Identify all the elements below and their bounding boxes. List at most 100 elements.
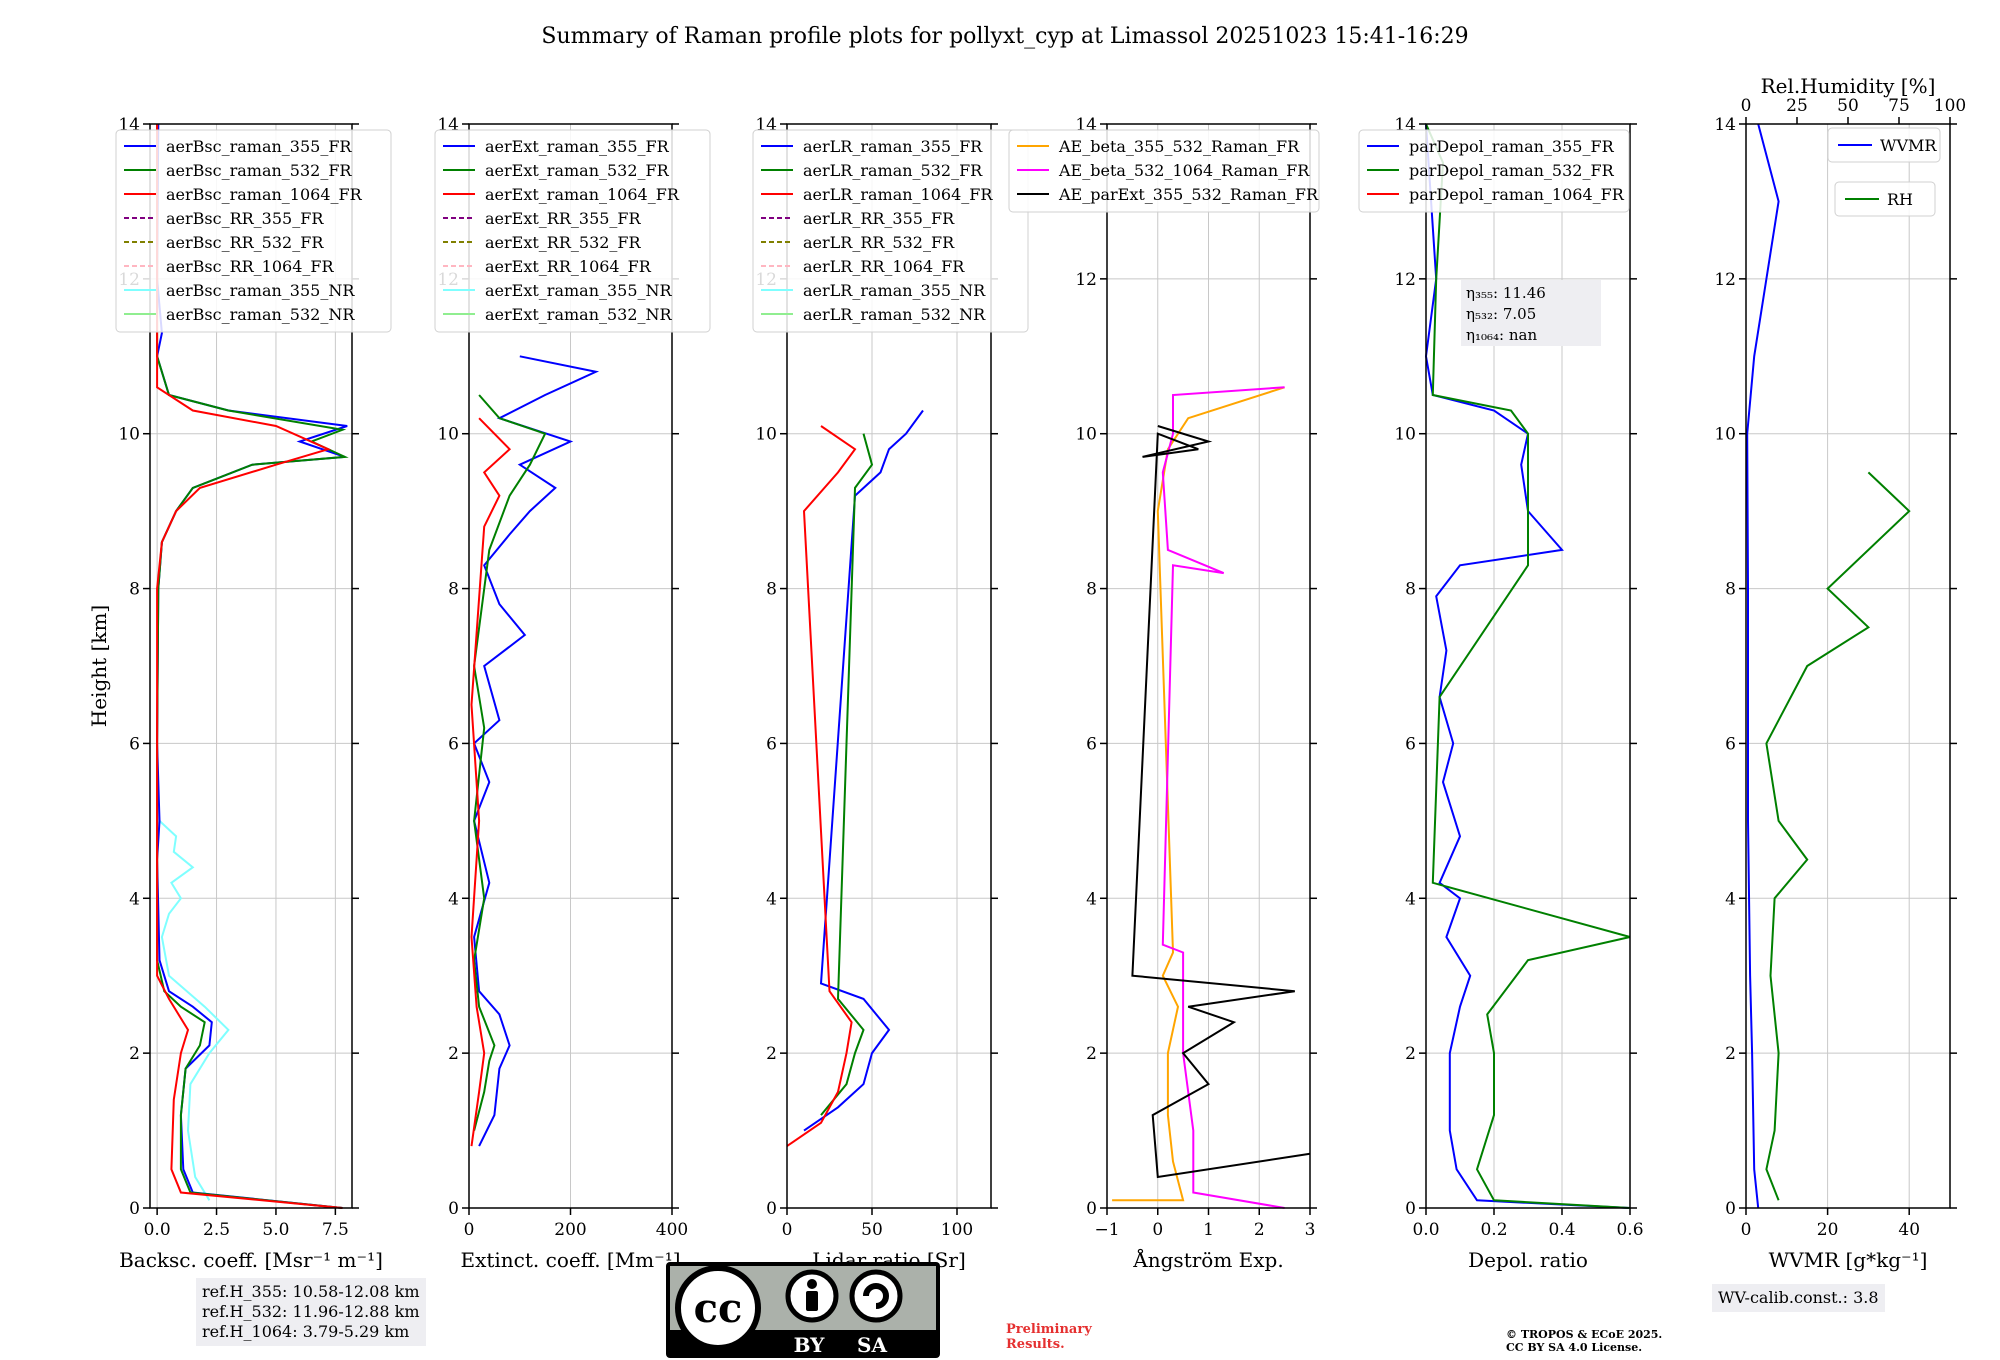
x-tick-label: −1 <box>1094 1220 1119 1240</box>
y-tick-label: 0 <box>1086 1199 1097 1219</box>
x-tick-label: 0 <box>782 1220 793 1240</box>
series-line-parDepol_raman_355_FR <box>1424 123 1631 1209</box>
series-line-aerBsc_raman_532_FR <box>156 124 349 1209</box>
x-axis-label: WVMR [g*kg⁻¹] <box>1769 1248 1928 1272</box>
annotation-box <box>1461 280 1601 346</box>
y-tick-label: 2 <box>129 1044 140 1064</box>
legend-label: aerExt_raman_1064_FR <box>485 185 680 204</box>
series-line-parDepol_raman_532_FR <box>1425 123 1631 1209</box>
legend-label: aerLR_raman_1064_FR <box>803 185 993 204</box>
y-axis-label: Height [km] <box>87 605 111 727</box>
y-tick-label: 2 <box>1725 1044 1736 1064</box>
x-tick-label: 2 <box>1254 1220 1265 1240</box>
legend-label: aerLR_RR_532_FR <box>803 233 955 252</box>
x-tick-label: 200 <box>554 1220 586 1240</box>
y-tick-label: 6 <box>1086 734 1097 754</box>
x-tick-label: 0.0 <box>1412 1220 1439 1240</box>
top-x-tick-label: 0 <box>1741 96 1752 116</box>
x-axis-label: Ångström Exp. <box>1132 1247 1283 1272</box>
legend-label: aerLR_RR_1064_FR <box>803 257 965 276</box>
legend-label: AE_parExt_355_532_Raman_FR <box>1058 185 1319 204</box>
y-tick-label: 2 <box>448 1044 459 1064</box>
y-tick-label: 4 <box>448 889 459 909</box>
preliminary-line-1: Preliminary <box>1006 1322 1092 1337</box>
figure-title: Summary of Raman profile plots for polly… <box>541 24 1468 49</box>
y-tick-label: 4 <box>129 889 140 909</box>
y-tick-label: 8 <box>448 580 459 600</box>
copyright-note: © TROPOS & ECoE 2025. CC BY SA 4.0 Licen… <box>1506 1328 1662 1354</box>
series-line-aerExt_raman_532_FR <box>473 394 547 1131</box>
x-tick-label: 7.5 <box>322 1220 349 1240</box>
x-tick-label: 0 <box>464 1220 475 1240</box>
legend-label: aerExt_RR_355_FR <box>485 209 642 228</box>
x-tick-label: 400 <box>656 1220 688 1240</box>
y-tick-label: 10 <box>437 425 459 445</box>
y-tick-label: 12 <box>1075 270 1097 290</box>
y-tick-label: 2 <box>766 1044 777 1064</box>
y-tick-label: 0 <box>1405 1199 1416 1219</box>
legend-label: aerBsc_RR_1064_FR <box>166 257 335 276</box>
y-tick-label: 12 <box>1714 270 1736 290</box>
series-line-aerLR_raman_355_FR <box>803 409 924 1132</box>
y-tick-label: 10 <box>755 425 777 445</box>
copyright-line-1: © TROPOS & ECoE 2025. <box>1506 1328 1663 1341</box>
legend-label-wvmr: WVMR <box>1880 136 1937 155</box>
legend-box <box>434 129 711 333</box>
ref-height-355: ref.H_355: 10.58-12.08 km <box>202 1282 420 1301</box>
legend-label: parDepol_raman_1064_FR <box>1409 185 1625 204</box>
copyright-line-2: CC BY SA 4.0 License. <box>1506 1341 1643 1354</box>
y-tick-label: 8 <box>1405 580 1416 600</box>
badge-sa-label: SA <box>857 1333 887 1357</box>
x-tick-label: 5.0 <box>262 1220 289 1240</box>
axes-frame <box>1425 123 1631 1209</box>
legend-label: aerExt_raman_355_NR <box>485 281 673 300</box>
legend-label: AE_beta_355_532_Raman_FR <box>1058 137 1300 156</box>
y-tick-label: 8 <box>1086 580 1097 600</box>
series-line-aerBsc_raman_355_NR <box>158 820 230 1201</box>
x-tick-label: 0 <box>1741 1220 1752 1240</box>
y-tick-label: 0 <box>766 1199 777 1219</box>
y-tick-label: 8 <box>766 580 777 600</box>
series-line-AE_parExt_355_532_Raman_FR <box>1131 425 1311 1179</box>
y-tick-label: 4 <box>1086 889 1097 909</box>
legend-box <box>115 129 392 333</box>
series-line-AE_beta_532_1064_Raman_FR <box>1161 386 1285 1209</box>
eta-annotation: η₃₅₅: 11.46 η₅₃₂: 7.05 η₁₀₆₄: nan <box>1461 280 1601 346</box>
x-axis-label: Backsc. coeff. [Msr⁻¹ m⁻¹] <box>119 1248 383 1272</box>
axes-frame <box>149 123 353 1209</box>
legend: AE_beta_355_532_Raman_FR AE_beta_532_1064… <box>1008 129 1320 213</box>
panel-1: 0.02.55.07.502468101214Backsc. coeff. [M… <box>87 115 392 1272</box>
x-tick-label: 50 <box>861 1220 883 1240</box>
y-tick-label: 6 <box>448 734 459 754</box>
y-tick-label: 6 <box>1405 734 1416 754</box>
y-tick-label: 10 <box>1714 425 1736 445</box>
legend-label: aerBsc_raman_532_NR <box>166 305 355 324</box>
panel-2: 020040002468101214Extinct. coeff. [Mm⁻¹]… <box>434 115 711 1272</box>
y-tick-label: 8 <box>129 580 140 600</box>
series-line-RH <box>1765 471 1911 1201</box>
x-tick-label: 40 <box>1898 1220 1920 1240</box>
series-line-WVMR <box>1746 123 1780 1209</box>
y-tick-label: 2 <box>1086 1044 1097 1064</box>
top-axis-label: Rel.Humidity [%] <box>1761 74 1936 98</box>
cc-logo-icon <box>675 1265 761 1351</box>
legend-wvmr: WVMR <box>1827 127 1941 163</box>
legend-label: aerExt_raman_355_FR <box>485 137 670 156</box>
legend: aerExt_raman_355_FR aerExt_raman_532_FRae… <box>434 129 711 333</box>
x-tick-label: 100 <box>941 1220 973 1240</box>
axes-frame <box>1106 123 1311 1209</box>
legend-label: aerBsc_RR_355_FR <box>166 209 324 228</box>
legend: aerBsc_raman_355_FR aerBsc_raman_532_FRae… <box>115 129 392 333</box>
series-line-aerBsc_raman_1064_FR <box>156 124 343 1209</box>
x-tick-label: 20 <box>1817 1220 1839 1240</box>
legend-box <box>1358 129 1630 213</box>
axes-frame <box>1745 123 1951 1209</box>
legend-label: parDepol_raman_355_FR <box>1409 137 1615 156</box>
x-tick-label: 0.0 <box>144 1220 171 1240</box>
legend-label: aerExt_raman_532_FR <box>485 161 670 180</box>
share-alike-icon <box>849 1269 903 1323</box>
y-tick-label: 14 <box>1714 115 1736 135</box>
legend-label: aerBsc_raman_532_FR <box>166 161 352 180</box>
